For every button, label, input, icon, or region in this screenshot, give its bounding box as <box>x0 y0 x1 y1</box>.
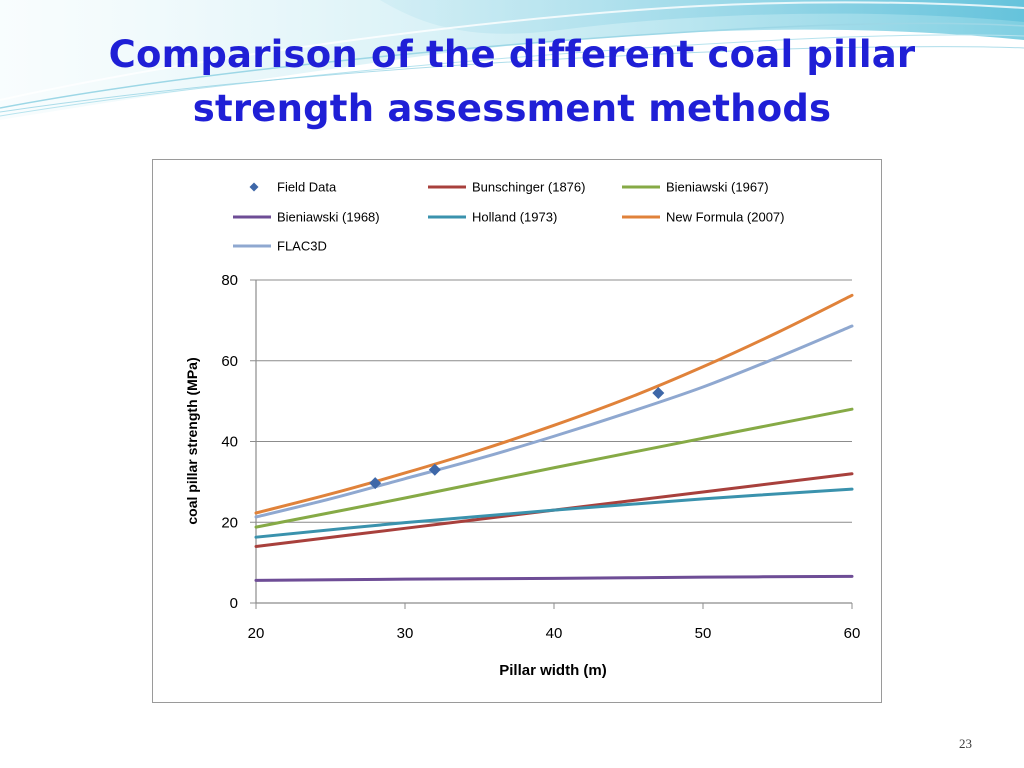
series-line-new-formula-2007 <box>254 293 854 515</box>
y-tick-label-60: 60 <box>221 353 238 370</box>
slide-title-line2: strength assessment methods <box>192 87 832 130</box>
background-waves <box>0 0 1024 120</box>
legend-label-bieniawski-1967: Bieniawski (1967) <box>666 180 769 195</box>
x-axis-label: Pillar width (m) <box>499 662 607 679</box>
legend-label-holland-1973: Holland (1973) <box>472 210 557 225</box>
field-data-point-2 <box>428 463 441 476</box>
slide-number: 23 <box>959 736 972 751</box>
y-tick-label-80: 80 <box>221 272 238 289</box>
slide-title-line1: Comparison of the different coal pillar <box>108 33 916 76</box>
series-line-holland-1973 <box>254 487 854 539</box>
tick-labels: 20 30 40 50 60 0 20 40 60 80 <box>221 272 860 642</box>
x-tick-label-20: 20 <box>248 625 265 642</box>
y-axis-label: coal pillar strength (MPa) <box>184 357 200 524</box>
chart-frame <box>152 159 882 703</box>
y-tick-label-20: 20 <box>221 514 238 531</box>
legend-label-field-data: Field Data <box>277 180 337 195</box>
legend-label-bieniawski-1968: Bieniawski (1968) <box>277 210 380 225</box>
legend-label-bunschinger-1876: Bunschinger (1876) <box>472 180 585 195</box>
series-lines <box>254 293 854 582</box>
axes <box>250 279 853 609</box>
gridlines <box>256 279 852 523</box>
x-tick-label-60: 60 <box>844 625 861 642</box>
legend-label-new-formula-2007: New Formula (2007) <box>666 210 785 225</box>
chart-legend: Field Data Bunschinger (1876) Bieniawski (… <box>233 180 785 254</box>
x-tick-label-50: 50 <box>695 625 712 642</box>
x-tick-label-30: 30 <box>397 625 414 642</box>
legend-swatch-field-data <box>249 182 259 192</box>
series-line-bieniawski-1968 <box>254 574 854 582</box>
x-tick-label-40: 40 <box>546 625 563 642</box>
legend-label-flac3d: FLAC3D <box>277 239 327 254</box>
data-markers <box>369 387 665 490</box>
series-line-flac3d <box>254 324 854 519</box>
y-tick-label-0: 0 <box>230 595 238 612</box>
series-line-bieniawski-1967 <box>254 407 854 529</box>
y-tick-label-40: 40 <box>221 434 238 451</box>
field-data-point-1 <box>369 477 382 490</box>
slide-title: Comparison of the different coal pillar … <box>60 28 964 136</box>
field-data-point-3 <box>652 387 665 400</box>
